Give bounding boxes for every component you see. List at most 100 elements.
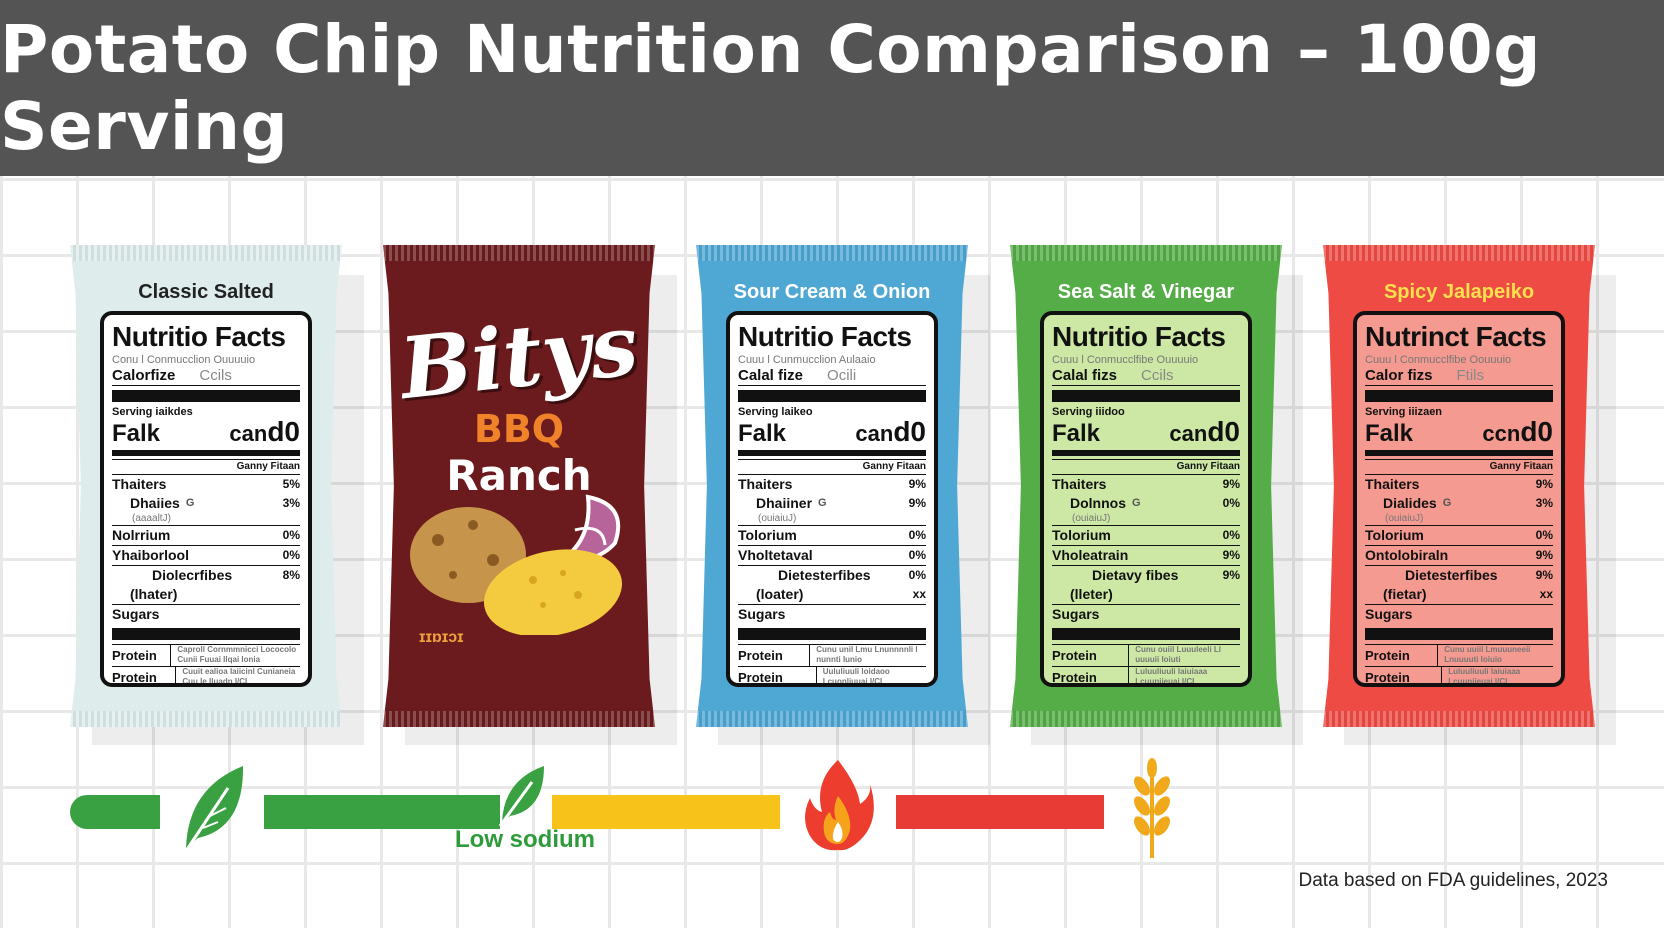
calories-row: Calal fizs Ccils [1052,367,1240,386]
nutrient-row: Nolrrium 0% [112,525,300,545]
protein-note: Uululiuuli loidaoo Lcuonliuuai I/CI [822,667,890,686]
protein-row: Protein Caproll Cornmmnicci Lococolo Cuni… [112,644,300,666]
fat-amount-prefix: can [1169,421,1208,446]
protein-row: Protein Luluuliuuli Iaiuiaaa Lcuuniieuai … [1365,666,1553,686]
leaf-icon [178,758,248,863]
nutrient-label: Dolnnos [1070,495,1126,511]
protein-row: Protein Cuuit ealioa Iaiicinl Cunianeia C… [112,666,300,686]
flavor-title: Sea Salt & Vinegar [1057,281,1235,303]
nutrient-unit: G [1132,497,1141,509]
flame-icon [800,756,876,857]
nutrient-percent: 0% [908,548,926,562]
nutrient-row: Ontolobiraln 9% [1365,545,1553,565]
nutrient-subnote: (ouiaiuJ) [1385,513,1424,524]
nutrient-row: Sugars [112,604,300,624]
nutrient-label: (lhater) [130,586,178,602]
panel-divider [1365,390,1553,402]
serving-label: Serving laikeo [738,406,813,418]
calories-value: Ccils [1141,367,1174,384]
protein-note: Luluuliuuli Iaiuiaaa Lcuuniieuai I/CI [1448,667,1521,686]
nutrient-row: Sugars [738,604,926,624]
nutrient-subnote: (aaaaltJ) [132,513,171,524]
nutrient-percent: 0% [1222,528,1240,542]
flavor-line1: BBQ [473,407,565,451]
nutrient-row: Dolnnos G 0% [1052,494,1240,513]
nutrient-label: Dietesterfibes [1405,567,1498,583]
protein-label: Protein [112,645,172,666]
nutrient-row: Tolorium 0% [1365,525,1553,545]
serving-label: Serving iiidoo [1052,406,1125,418]
bag-crimp [1010,245,1282,261]
serving-label: Serving iaikdes [112,406,193,418]
nutrient-percent: 9% [1535,548,1553,562]
nutrient-label: Thaiters [1365,476,1420,492]
daily-value-header: Ganny Fitaan [1365,459,1553,474]
panel-divider [738,628,926,640]
nutrient-percent: 3% [282,496,300,510]
nutrient-row: Thaiters 9% [738,474,926,494]
protein-row: Protein Cunu uuiil Lmuuuneeii Lnuuuuti Io… [1365,644,1553,666]
nutrient-label: Sugars [738,606,786,622]
nutrient-percent: 0% [908,528,926,542]
nutrient-percent: 8% [282,568,300,582]
panel-divider [112,628,300,640]
nutrient-percent: 9% [908,496,926,510]
bag-crimp [383,711,655,727]
leaf-icon [498,762,548,833]
nutrient-label: Sugars [1052,606,1100,622]
nutrient-row: Vholtetaval 0% [738,545,926,565]
nutrient-unit: G [185,497,195,509]
fat-row: Falk cand0 [738,418,926,447]
protein-row: Protein Uululiuuli loidaoo Lcuonliuuai I/… [738,666,926,686]
nutrient-row: Dialides G 3% [1365,494,1553,513]
nutrient-percent: xx [1539,587,1553,601]
nutrient-subnote: (ouiaiuJ) [758,513,797,524]
nutrition-facts-title: Nutritio Facts [112,321,286,352]
scale-bar-yellow [552,795,780,829]
nutrient-row: Thaiters 5% [112,474,300,494]
bag-crimp [70,245,342,261]
nutrient-percent: 3% [1535,496,1553,510]
protein-row: Protein Luluuliuuli Iaiuiaaa Lcuuniieuai … [1052,666,1240,683]
panel-divider [1052,628,1240,640]
protein-note: Caproll Cornmmnicci Lococolo Cunii Fuuai… [177,645,297,664]
nutrient-row: Tolorium 0% [1052,525,1240,545]
nutrient-percent: 9% [1535,477,1553,491]
nutrient-percent: 9% [1222,548,1240,562]
nutrient-label: (loater) [756,586,804,602]
nutrition-facts-panel: Nutritio Facts Cuuu l Cunmucclion Aulaaio… [726,311,938,687]
fat-row: Falk ccnd0 [1365,418,1553,447]
fat-amount: cand0 [229,418,300,447]
nutrient-row: Thaiters 9% [1365,474,1553,494]
fat-label: Falk [1365,420,1414,447]
nutrient-label: Dietavy fibes [1092,567,1179,583]
protein-note: Cuuit ealioa Iaiicinl Cunianeia Cuu Ie I… [182,667,296,686]
nutrient-row: Diolecrfibes 8% [112,565,300,585]
calories-value: Ftils [1456,367,1485,384]
calories-label: Calorfize [112,367,176,384]
nutrition-facts-panel: Nutritio Facts Cuuu l Conmucclfibe Ouuuui… [1040,311,1252,687]
bag-crimp [383,245,655,261]
calories-row: Calal fize Ocili [738,367,926,386]
nutrition-facts-title: Nutritio Facts [738,321,912,352]
nutrient-percent: 0% [282,548,300,562]
flavor-title: Spicy Jalapeiko [1383,281,1535,303]
daily-value-header: Ganny Fitaan [112,459,300,474]
fat-amount: ccnd0 [1482,418,1553,447]
nutrient-label: Vholeatrain [1052,547,1129,563]
panel-divider [112,450,300,456]
nutrient-row: (lhater) [112,585,300,604]
panel-subtext: Cuuu l Cunmucclion Aulaaio [738,354,876,366]
nutrient-label: Yhaiborlool [112,547,189,563]
panel-divider [1052,450,1240,456]
daily-value-header: Ganny Fitaan [738,459,926,474]
nutrition-facts-panel: Nutritio Facts Conu l Conmucclion Ouuuuio… [100,311,312,687]
nutrient-label: Tolorium [738,527,797,543]
bag-crimp [696,245,968,261]
panel-divider [1365,450,1553,456]
chip-bag-bbq-ranch: Bitys BBQ Ranch ɪɪɒɪɔɪ [383,245,655,727]
nutrient-unit: G [1442,497,1452,509]
fat-amount: cand0 [855,418,926,447]
fat-row: Falk cand0 [1052,418,1240,447]
protein-label: Protein [1052,645,1130,666]
